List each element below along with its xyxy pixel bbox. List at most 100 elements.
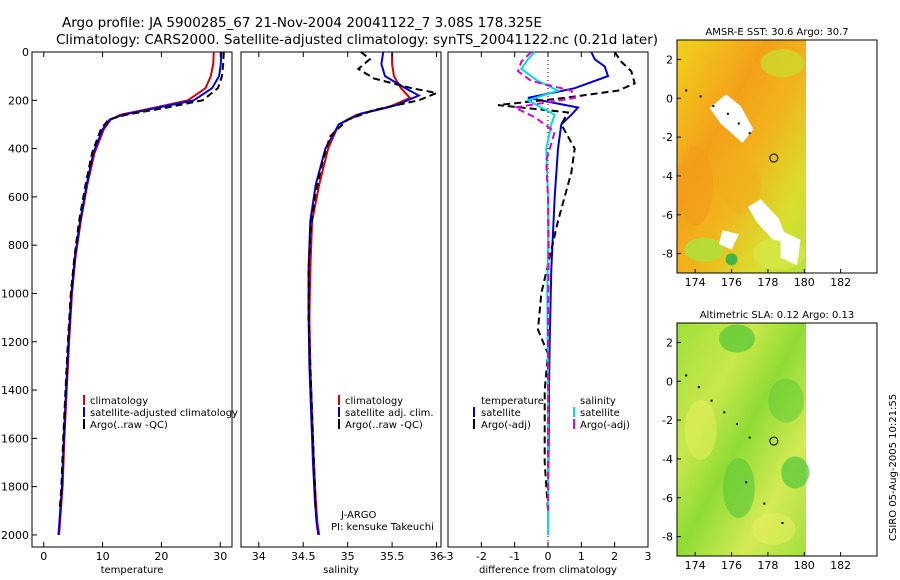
sst-float-position-marker [769, 153, 779, 163]
sst-land-patches [709, 94, 801, 266]
difference-series-temperature-satellite [527, 51, 610, 535]
temperature-series-argo-raw-qc [58, 51, 225, 511]
sst-trajectory-point [685, 89, 688, 92]
salinity-series [307, 51, 441, 536]
difference-xlabel: difference from climatology [479, 565, 617, 576]
temperature-series-climatology [58, 51, 215, 535]
salinity-series-satellite-adj-clim [307, 51, 422, 536]
depth-y-tick-label: 800 [8, 239, 29, 252]
depth-y-tick-label: 1200 [1, 336, 29, 349]
depth-y-tick-label: 400 [8, 143, 29, 156]
salinity-panel: 34 34.5 35 35.5 36 salinity climatology sate… [240, 51, 444, 576]
depth-y-tick-label: 1800 [1, 481, 29, 494]
temperature-series [57, 51, 225, 535]
sla-y-tick-label: -8 [662, 531, 673, 544]
temperature-x-tick-label: 30 [213, 550, 227, 563]
difference-x-tick-label: 1 [578, 550, 585, 563]
difference-x-tick-label: -1 [509, 550, 520, 563]
temperature-x-tick-label: 0 [40, 550, 47, 563]
temperature-series-satellite-adjusted-climatology [57, 51, 223, 535]
legend-label-temp-satellite: satellite [481, 408, 521, 419]
sla-y-tick-label: -6 [662, 492, 673, 505]
sla-x-tick-label: 174 [685, 559, 706, 572]
sla-y-tick-label: -4 [662, 453, 673, 466]
sst-field-patch [720, 157, 761, 214]
salinity-x-tick-label: 35.5 [380, 550, 405, 563]
salinity-legend: climatology satellite adj. clim. Argo(..… [338, 395, 434, 431]
legend-label-sal-satellite: satellite [580, 408, 620, 419]
legend-label-satellite: satellite adj. clim. [345, 408, 434, 419]
temperature-x-tick-label: 10 [96, 550, 110, 563]
sla-trajectory-point [710, 399, 713, 402]
sst-x-tick-label: 182 [830, 276, 851, 289]
program-label: J-ARGO [340, 510, 377, 521]
salinity-x-tick-label: 34 [252, 550, 266, 563]
difference-x-tick-label: -2 [476, 550, 487, 563]
sla-trajectory [685, 374, 784, 524]
sst-y-tick-label: -8 [662, 248, 673, 261]
temperature-panel: 0 10 20 30 0 200 400 600 800 1000 1200 1400 1600 180… [1, 46, 238, 576]
sst-y-tick-label: -6 [662, 209, 673, 222]
difference-panel: -3 -2 -1 0 1 2 3 difference from climatology t… [443, 51, 652, 576]
sst-x-tick-label: 180 [794, 276, 815, 289]
salinity-x-ticks: 34 34.5 35 35.5 36 [252, 52, 444, 563]
sla-trajectory-point [763, 502, 766, 505]
sst-field-patch [725, 253, 738, 266]
temperature-x-tick-label: 20 [154, 550, 168, 563]
difference-legend: temperature satellite Argo(-adj) salinit… [473, 396, 630, 431]
sla-map-panel: Altimetric SLA: 0.12 Argo: 0.13 174 176 17… [662, 310, 878, 572]
sla-y-tick-label: 0 [666, 375, 673, 388]
depth-y-tick-label: 1400 [1, 384, 29, 397]
sla-x-tick-label: 176 [721, 559, 742, 572]
sla-x-tick-label: 180 [794, 559, 815, 572]
difference-x-tick-label: 3 [645, 550, 652, 563]
sla-field-patches [684, 324, 810, 545]
difference-x-tick-label: 2 [611, 550, 618, 563]
sla-trajectory-point [723, 411, 726, 414]
title-line-1: Argo profile: JA 5900285_67 21-Nov-2004 … [62, 15, 542, 31]
temperature-y-ticks: 0 200 400 600 800 1000 1200 1400 1600 1800 2000 [1, 46, 37, 542]
sla-trajectory-point [685, 374, 688, 377]
sst-y-tick-label: 2 [666, 53, 673, 66]
temperature-legend: climatology satellite-adjusted climatolo… [83, 395, 238, 431]
sst-y-tick-label: -4 [662, 170, 673, 183]
sst-trajectory-point [737, 122, 740, 125]
sst-land-patch [780, 230, 801, 266]
legend-title-temperature: temperature [481, 396, 544, 407]
sla-trajectory-point [781, 521, 784, 524]
sst-map-frame [676, 39, 878, 274]
legend-label-argo: Argo(..raw -QC) [90, 420, 168, 431]
sst-x-tick-label: 178 [757, 276, 778, 289]
legend-label-argo: Argo(..raw -QC) [345, 420, 423, 431]
depth-y-tick-label: 0 [22, 46, 29, 59]
title-line-2: Climatology: CARS2000. Satellite-adjuste… [56, 32, 658, 48]
sla-trajectory-point [697, 386, 700, 389]
sst-land-patch [718, 230, 739, 250]
sla-x-tick-label: 182 [830, 559, 851, 572]
sla-map-frame [676, 322, 878, 557]
sst-trajectory-point [726, 112, 729, 115]
depth-y-tick-label: 1600 [1, 432, 29, 445]
sst-trajectory-point [699, 95, 702, 98]
sla-field-patch [684, 399, 717, 460]
sla-field-patch [751, 512, 796, 545]
sla-x-ticks: 174 176 178 180 182 [685, 552, 851, 572]
legend-label-climatology: climatology [90, 396, 148, 407]
legend-label-temp-argo: Argo(-adj) [481, 420, 531, 431]
sla-y-ticks: 2 0 -2 -4 -6 -8 [662, 336, 681, 544]
sst-land-patch [709, 94, 754, 143]
depth-y-tick-label: 200 [8, 94, 29, 107]
legend-label-climatology: climatology [345, 396, 403, 407]
sla-y-tick-label: 2 [666, 336, 673, 349]
sla-float-position-marker [769, 436, 779, 446]
sst-map-panel: AMSR-E SST: 30.6 Argo: 30.7 174 176 178 180… [662, 27, 878, 289]
temperature-xlabel: temperature [101, 565, 164, 576]
sst-y-tick-label: -2 [662, 131, 673, 144]
difference-x-tick-label: 0 [545, 550, 552, 563]
difference-x-tick-label: -3 [443, 550, 454, 563]
temperature-plot-frame [31, 51, 233, 548]
sst-x-tick-label: 176 [721, 276, 742, 289]
depth-y-tick-label: 2000 [1, 529, 29, 542]
difference-x-ticks: -3 -2 -1 0 1 2 3 [443, 52, 652, 563]
depth-y-tick-label: 1000 [1, 287, 29, 300]
